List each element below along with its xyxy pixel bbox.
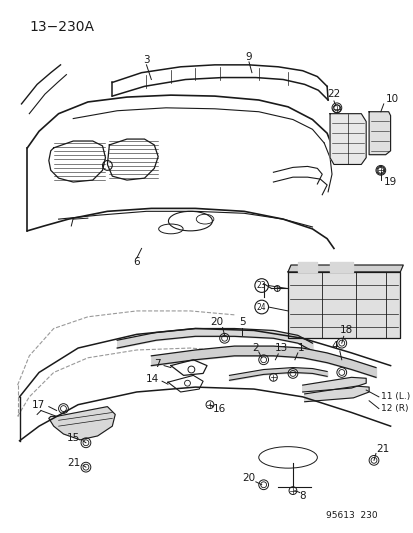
Polygon shape: [368, 112, 389, 155]
Text: 3: 3: [143, 55, 150, 65]
Text: 7: 7: [154, 359, 161, 369]
Text: 21: 21: [66, 458, 80, 469]
Text: 11 (L.): 11 (L.): [380, 392, 409, 401]
Text: 18: 18: [339, 326, 352, 335]
Text: 1: 1: [297, 343, 303, 353]
Text: 20: 20: [210, 317, 223, 327]
Text: 17: 17: [31, 400, 45, 410]
Text: 22: 22: [327, 89, 340, 99]
Polygon shape: [49, 407, 115, 440]
Text: 20: 20: [242, 473, 255, 483]
Polygon shape: [287, 265, 402, 272]
Text: 4: 4: [331, 341, 337, 351]
Polygon shape: [297, 262, 317, 272]
Text: 23: 23: [256, 281, 266, 290]
Text: 6: 6: [133, 257, 140, 267]
Polygon shape: [302, 377, 365, 392]
Text: 15: 15: [66, 433, 80, 443]
Text: 13: 13: [274, 343, 287, 353]
Text: 12 (R): 12 (R): [380, 404, 407, 413]
Text: 21: 21: [375, 443, 388, 454]
Text: 14: 14: [145, 374, 159, 384]
Text: 5: 5: [238, 317, 245, 327]
Text: 16: 16: [213, 403, 226, 414]
Text: 95613  230: 95613 230: [325, 512, 376, 521]
Text: 8: 8: [299, 491, 305, 502]
Polygon shape: [304, 386, 368, 402]
Polygon shape: [329, 262, 353, 272]
Text: 13−230A: 13−230A: [29, 20, 94, 34]
Text: 19: 19: [383, 177, 396, 187]
Text: 2: 2: [252, 343, 259, 353]
Polygon shape: [287, 272, 399, 338]
Text: 24: 24: [256, 303, 266, 311]
Polygon shape: [329, 114, 365, 165]
Text: 10: 10: [385, 94, 398, 104]
Text: 9: 9: [245, 52, 252, 62]
